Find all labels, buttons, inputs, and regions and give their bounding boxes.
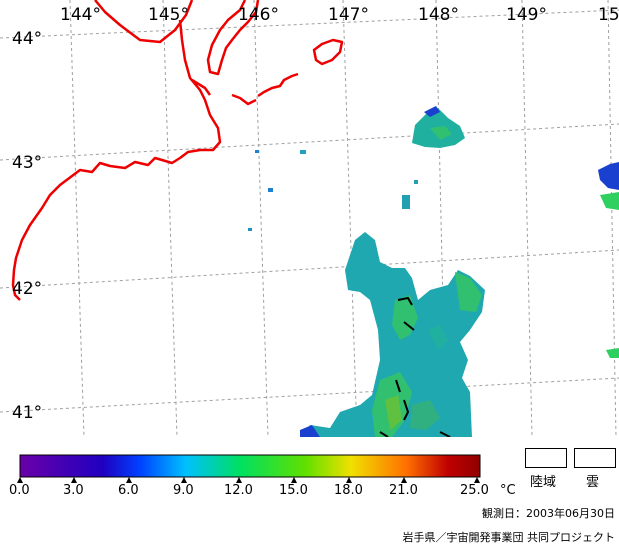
tick-label-12: 12.0 (224, 483, 253, 498)
lat-label-42: 42° (12, 279, 42, 299)
cloud-swatch (574, 448, 616, 468)
credit-text: 岩手県／宇宙開発事業団 共同プロジェクト (402, 531, 616, 544)
coastline (11, 0, 344, 301)
color-scale-bar (17, 454, 481, 483)
observation-date: 観測日：2003年06月30日 (482, 507, 615, 520)
tick-label-18: 18.0 (334, 483, 363, 498)
tick-label-15: 15.0 (279, 483, 308, 498)
lat-label-41: 41° (12, 403, 42, 423)
lon-label-148: 148° (418, 5, 459, 25)
tick-label-3: 3.0 (63, 483, 84, 498)
sst-map: 144° 145° 146° 147° 148° 149° 15 44° 43°… (0, 0, 619, 437)
lat-label-44: 44° (12, 29, 42, 49)
lon-label-146: 146° (238, 5, 279, 25)
land-swatch (525, 448, 567, 468)
graticule (0, 0, 619, 437)
tick-label-21: 21.0 (389, 483, 418, 498)
latitude-labels: 44° 43° 42° 41° (12, 29, 42, 423)
longitude-labels: 144° 145° 146° 147° 148° 149° 15 (60, 5, 619, 25)
tick-label-25: 25.0 (460, 483, 489, 498)
lon-label-150: 15 (598, 5, 619, 25)
lon-label-144: 144° (60, 5, 101, 25)
sst-data (248, 106, 619, 437)
lon-label-145: 145° (148, 5, 189, 25)
lon-label-147: 147° (328, 5, 369, 25)
tick-label-6: 6.0 (118, 483, 139, 498)
lon-label-149: 149° (506, 5, 547, 25)
legend: 0.0 3.0 6.0 9.0 12.0 15.0 18.0 21.0 25.0… (0, 437, 619, 546)
land-label: 陸域 (530, 475, 557, 490)
tick-label-9: 9.0 (173, 483, 194, 498)
cloud-label: 雲 (586, 475, 600, 490)
tick-label-0: 0.0 (9, 483, 30, 498)
unit-label: °C (500, 483, 516, 498)
lat-label-43: 43° (12, 153, 42, 173)
